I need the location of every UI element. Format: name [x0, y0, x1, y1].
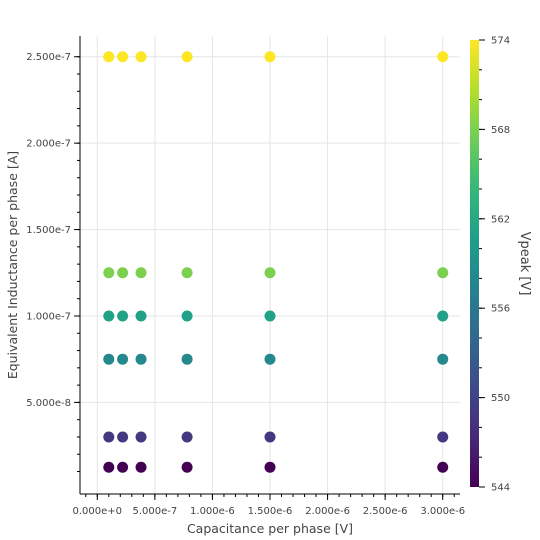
colorbar-tick-label: 574	[491, 36, 510, 47]
data-point	[181, 431, 193, 443]
data-point	[437, 353, 449, 365]
axes: 0.000e+0 5.000e-7 1.000e-6 1.500e-6 2.000e-6…	[26, 36, 465, 517]
data-point	[103, 267, 115, 279]
data-point	[181, 353, 193, 365]
data-point	[181, 267, 193, 279]
data-point	[264, 353, 276, 365]
y-tick-label: 2.000e-7	[26, 139, 71, 150]
colorbar-tick-label: 550	[491, 393, 510, 404]
colorbar-tick-label: 544	[491, 483, 510, 494]
data-point	[117, 51, 129, 63]
data-point	[264, 461, 276, 473]
data-point	[117, 431, 129, 443]
data-point	[103, 51, 115, 63]
data-point	[117, 267, 129, 279]
data-point	[437, 431, 449, 443]
points-layer	[103, 51, 449, 473]
data-point	[181, 310, 193, 322]
data-point	[135, 310, 147, 322]
data-point	[437, 267, 449, 279]
data-point	[103, 310, 115, 322]
y-tick-label: 1.000e-7	[26, 311, 71, 322]
data-point	[437, 310, 449, 322]
x-tick-label: 1.500e-6	[248, 506, 293, 517]
x-tick-label: 5.000e-7	[132, 506, 177, 517]
data-point	[135, 51, 147, 63]
y-tick-label: 5.000e-8	[26, 398, 71, 409]
data-point	[117, 461, 129, 473]
data-point	[103, 461, 115, 473]
data-point	[437, 51, 449, 63]
x-tick-label: 3.000e-6	[420, 506, 465, 517]
data-point	[103, 353, 115, 365]
x-axis-title: Capacitance per phase [V]	[187, 521, 353, 536]
x-tick-label: 2.000e-6	[305, 506, 350, 517]
grid	[80, 36, 460, 494]
data-point	[264, 267, 276, 279]
data-point	[103, 431, 115, 443]
colorbar-tick-label: 562	[491, 214, 510, 225]
data-point	[135, 353, 147, 365]
data-point	[264, 310, 276, 322]
data-point	[135, 461, 147, 473]
data-point	[264, 431, 276, 443]
colorbar-bar	[470, 40, 479, 487]
data-point	[135, 267, 147, 279]
colorbar-tick-label: 556	[491, 304, 510, 315]
data-point	[135, 431, 147, 443]
y-tick-label: 2.500e-7	[26, 52, 71, 63]
x-tick-label: 1.000e-6	[190, 506, 235, 517]
data-point	[117, 310, 129, 322]
data-point	[117, 353, 129, 365]
colorbar-tick-label: 568	[491, 125, 510, 136]
colorbar: 544 550 556 562 568 574	[470, 36, 510, 494]
data-point	[181, 461, 193, 473]
data-point	[181, 51, 193, 63]
data-point	[437, 461, 449, 473]
x-tick-label: 2.500e-6	[363, 506, 408, 517]
data-point	[264, 51, 276, 63]
y-tick-label: 1.500e-7	[26, 225, 71, 236]
x-tick-label: 0.000e+0	[73, 506, 123, 517]
y-axis-title: Equivalent Inductance per phase [A]	[5, 151, 20, 379]
colorbar-title: Vpeak [V]	[517, 232, 532, 296]
